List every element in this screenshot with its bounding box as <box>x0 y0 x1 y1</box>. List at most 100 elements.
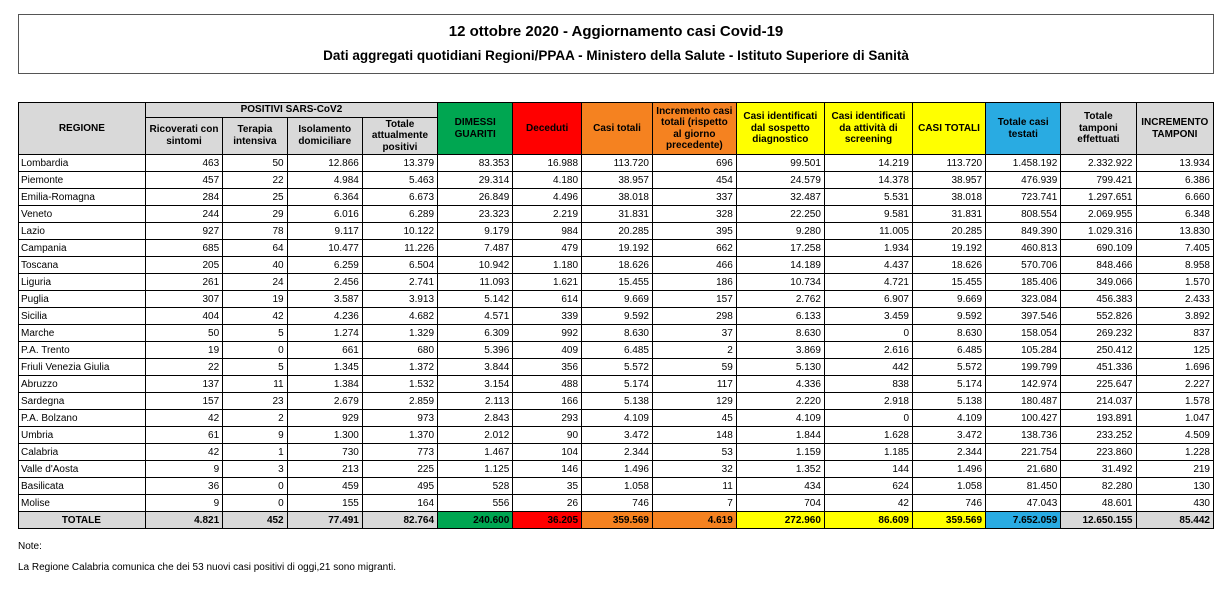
cell-value: 90 <box>513 427 582 444</box>
cell-value: 3.459 <box>824 308 912 325</box>
table-row: Calabria4217307731.4671042.344531.1591.1… <box>19 444 1214 461</box>
cell-region: Piemonte <box>19 172 146 189</box>
hdr-incr-tamponi: INCREMENTO TAMPONI <box>1136 103 1214 155</box>
cell-value: 6.364 <box>287 189 362 206</box>
cell-value: 3.869 <box>736 342 824 359</box>
totale-cell: 7.652.059 <box>986 512 1061 529</box>
totale-cell: 12.650.155 <box>1061 512 1136 529</box>
cell-value: 45 <box>652 410 736 427</box>
cell-value: 129 <box>652 393 736 410</box>
hdr-tot-tamponi: Totale tamponi effettuati <box>1061 103 1136 155</box>
cell-region: Molise <box>19 495 146 512</box>
table-row: Valle d'Aosta932132251.1251461.496321.35… <box>19 461 1214 478</box>
table-row: Campania6856410.47711.2267.48747919.1926… <box>19 240 1214 257</box>
cell-value: 849.390 <box>986 223 1061 240</box>
cell-value: 1.372 <box>362 359 437 376</box>
title-line-1: 12 ottobre 2020 - Aggiornamento casi Cov… <box>19 23 1213 40</box>
cell-value: 0 <box>223 342 287 359</box>
cell-value: 2.859 <box>362 393 437 410</box>
cell-value: 213 <box>287 461 362 478</box>
cell-value: 142.974 <box>986 376 1061 393</box>
cell-value: 1.844 <box>736 427 824 444</box>
table-row: Umbria6191.3001.3702.012903.4721481.8441… <box>19 427 1214 444</box>
cell-value: 1.458.192 <box>986 155 1061 172</box>
cell-value: 466 <box>652 257 736 274</box>
cell-value: 225.647 <box>1061 376 1136 393</box>
cell-value: 11 <box>652 478 736 495</box>
cell-value: 38.957 <box>582 172 653 189</box>
cell-value: 837 <box>1136 325 1214 342</box>
cell-value: 9.669 <box>582 291 653 308</box>
table-row: Marche5051.2741.3296.3099928.630378.6300… <box>19 325 1214 342</box>
cell-value: 479 <box>513 240 582 257</box>
cell-value: 730 <box>287 444 362 461</box>
cell-value: 104 <box>513 444 582 461</box>
hdr-incremento-casi: Incremento casi totali (rispetto al gior… <box>652 103 736 155</box>
cell-value: 4.109 <box>736 410 824 427</box>
cell-value: 5 <box>223 325 287 342</box>
cell-value: 1.058 <box>582 478 653 495</box>
totale-cell: 36.205 <box>513 512 582 529</box>
cell-region: Marche <box>19 325 146 342</box>
cell-value: 1.352 <box>736 461 824 478</box>
cell-value: 146 <box>513 461 582 478</box>
table-row: Lazio927789.11710.1229.17998420.2853959.… <box>19 223 1214 240</box>
cell-value: 29.314 <box>438 172 513 189</box>
cell-value: 328 <box>652 206 736 223</box>
cell-value: 3.844 <box>438 359 513 376</box>
cell-value: 1.029.316 <box>1061 223 1136 240</box>
cell-value: 32.487 <box>736 189 824 206</box>
cell-value: 4.109 <box>582 410 653 427</box>
cell-value: 1.578 <box>1136 393 1214 410</box>
cell-value: 5.174 <box>582 376 653 393</box>
cell-value: 42 <box>223 308 287 325</box>
cell-value: 164 <box>362 495 437 512</box>
cell-value: 848.466 <box>1061 257 1136 274</box>
cell-value: 528 <box>438 478 513 495</box>
cell-value: 6.289 <box>362 206 437 223</box>
table-row: Sardegna157232.6792.8592.1131665.1381292… <box>19 393 1214 410</box>
cell-value: 927 <box>145 223 222 240</box>
cell-value: 4.336 <box>736 376 824 393</box>
cell-value: 8.630 <box>913 325 986 342</box>
cell-value: 0 <box>223 495 287 512</box>
hdr-dimessi: DIMESSI GUARITI <box>438 103 513 155</box>
cell-value: 144 <box>824 461 912 478</box>
cell-value: 4.109 <box>913 410 986 427</box>
cell-value: 9 <box>223 427 287 444</box>
cell-value: 4.571 <box>438 308 513 325</box>
totale-cell: 240.600 <box>438 512 513 529</box>
cell-value: 2 <box>652 342 736 359</box>
cell-value: 6.348 <box>1136 206 1214 223</box>
cell-value: 12.866 <box>287 155 362 172</box>
cell-value: 9.179 <box>438 223 513 240</box>
title-box: 12 ottobre 2020 - Aggiornamento casi Cov… <box>18 14 1214 74</box>
cell-value: 1.058 <box>913 478 986 495</box>
cell-value: 3.154 <box>438 376 513 393</box>
table-row: P.A. Bolzano4229299732.8432934.109454.10… <box>19 410 1214 427</box>
totale-cell: 272.960 <box>736 512 824 529</box>
table-row: Liguria261242.4562.74111.0931.62115.4551… <box>19 274 1214 291</box>
table-row: Emilia-Romagna284256.3646.67326.8494.496… <box>19 189 1214 206</box>
cell-value: 233.252 <box>1061 427 1136 444</box>
cell-value: 81.450 <box>986 478 1061 495</box>
cell-value: 2.219 <box>513 206 582 223</box>
cell-value: 32 <box>652 461 736 478</box>
cell-value: 2.741 <box>362 274 437 291</box>
cell-value: 82.280 <box>1061 478 1136 495</box>
cell-value: 22 <box>223 172 287 189</box>
cell-value: 1.621 <box>513 274 582 291</box>
cell-value: 5.396 <box>438 342 513 359</box>
cell-value: 0 <box>824 325 912 342</box>
cell-region: Basilicata <box>19 478 146 495</box>
cell-value: 16.988 <box>513 155 582 172</box>
cell-value: 25 <box>223 189 287 206</box>
cell-value: 723.741 <box>986 189 1061 206</box>
cell-value: 11 <box>223 376 287 393</box>
cell-value: 5.531 <box>824 189 912 206</box>
totale-cell: 4.619 <box>652 512 736 529</box>
cell-value: 47.043 <box>986 495 1061 512</box>
cell-value: 1.370 <box>362 427 437 444</box>
cell-value: 9.581 <box>824 206 912 223</box>
cell-value: 19.192 <box>582 240 653 257</box>
